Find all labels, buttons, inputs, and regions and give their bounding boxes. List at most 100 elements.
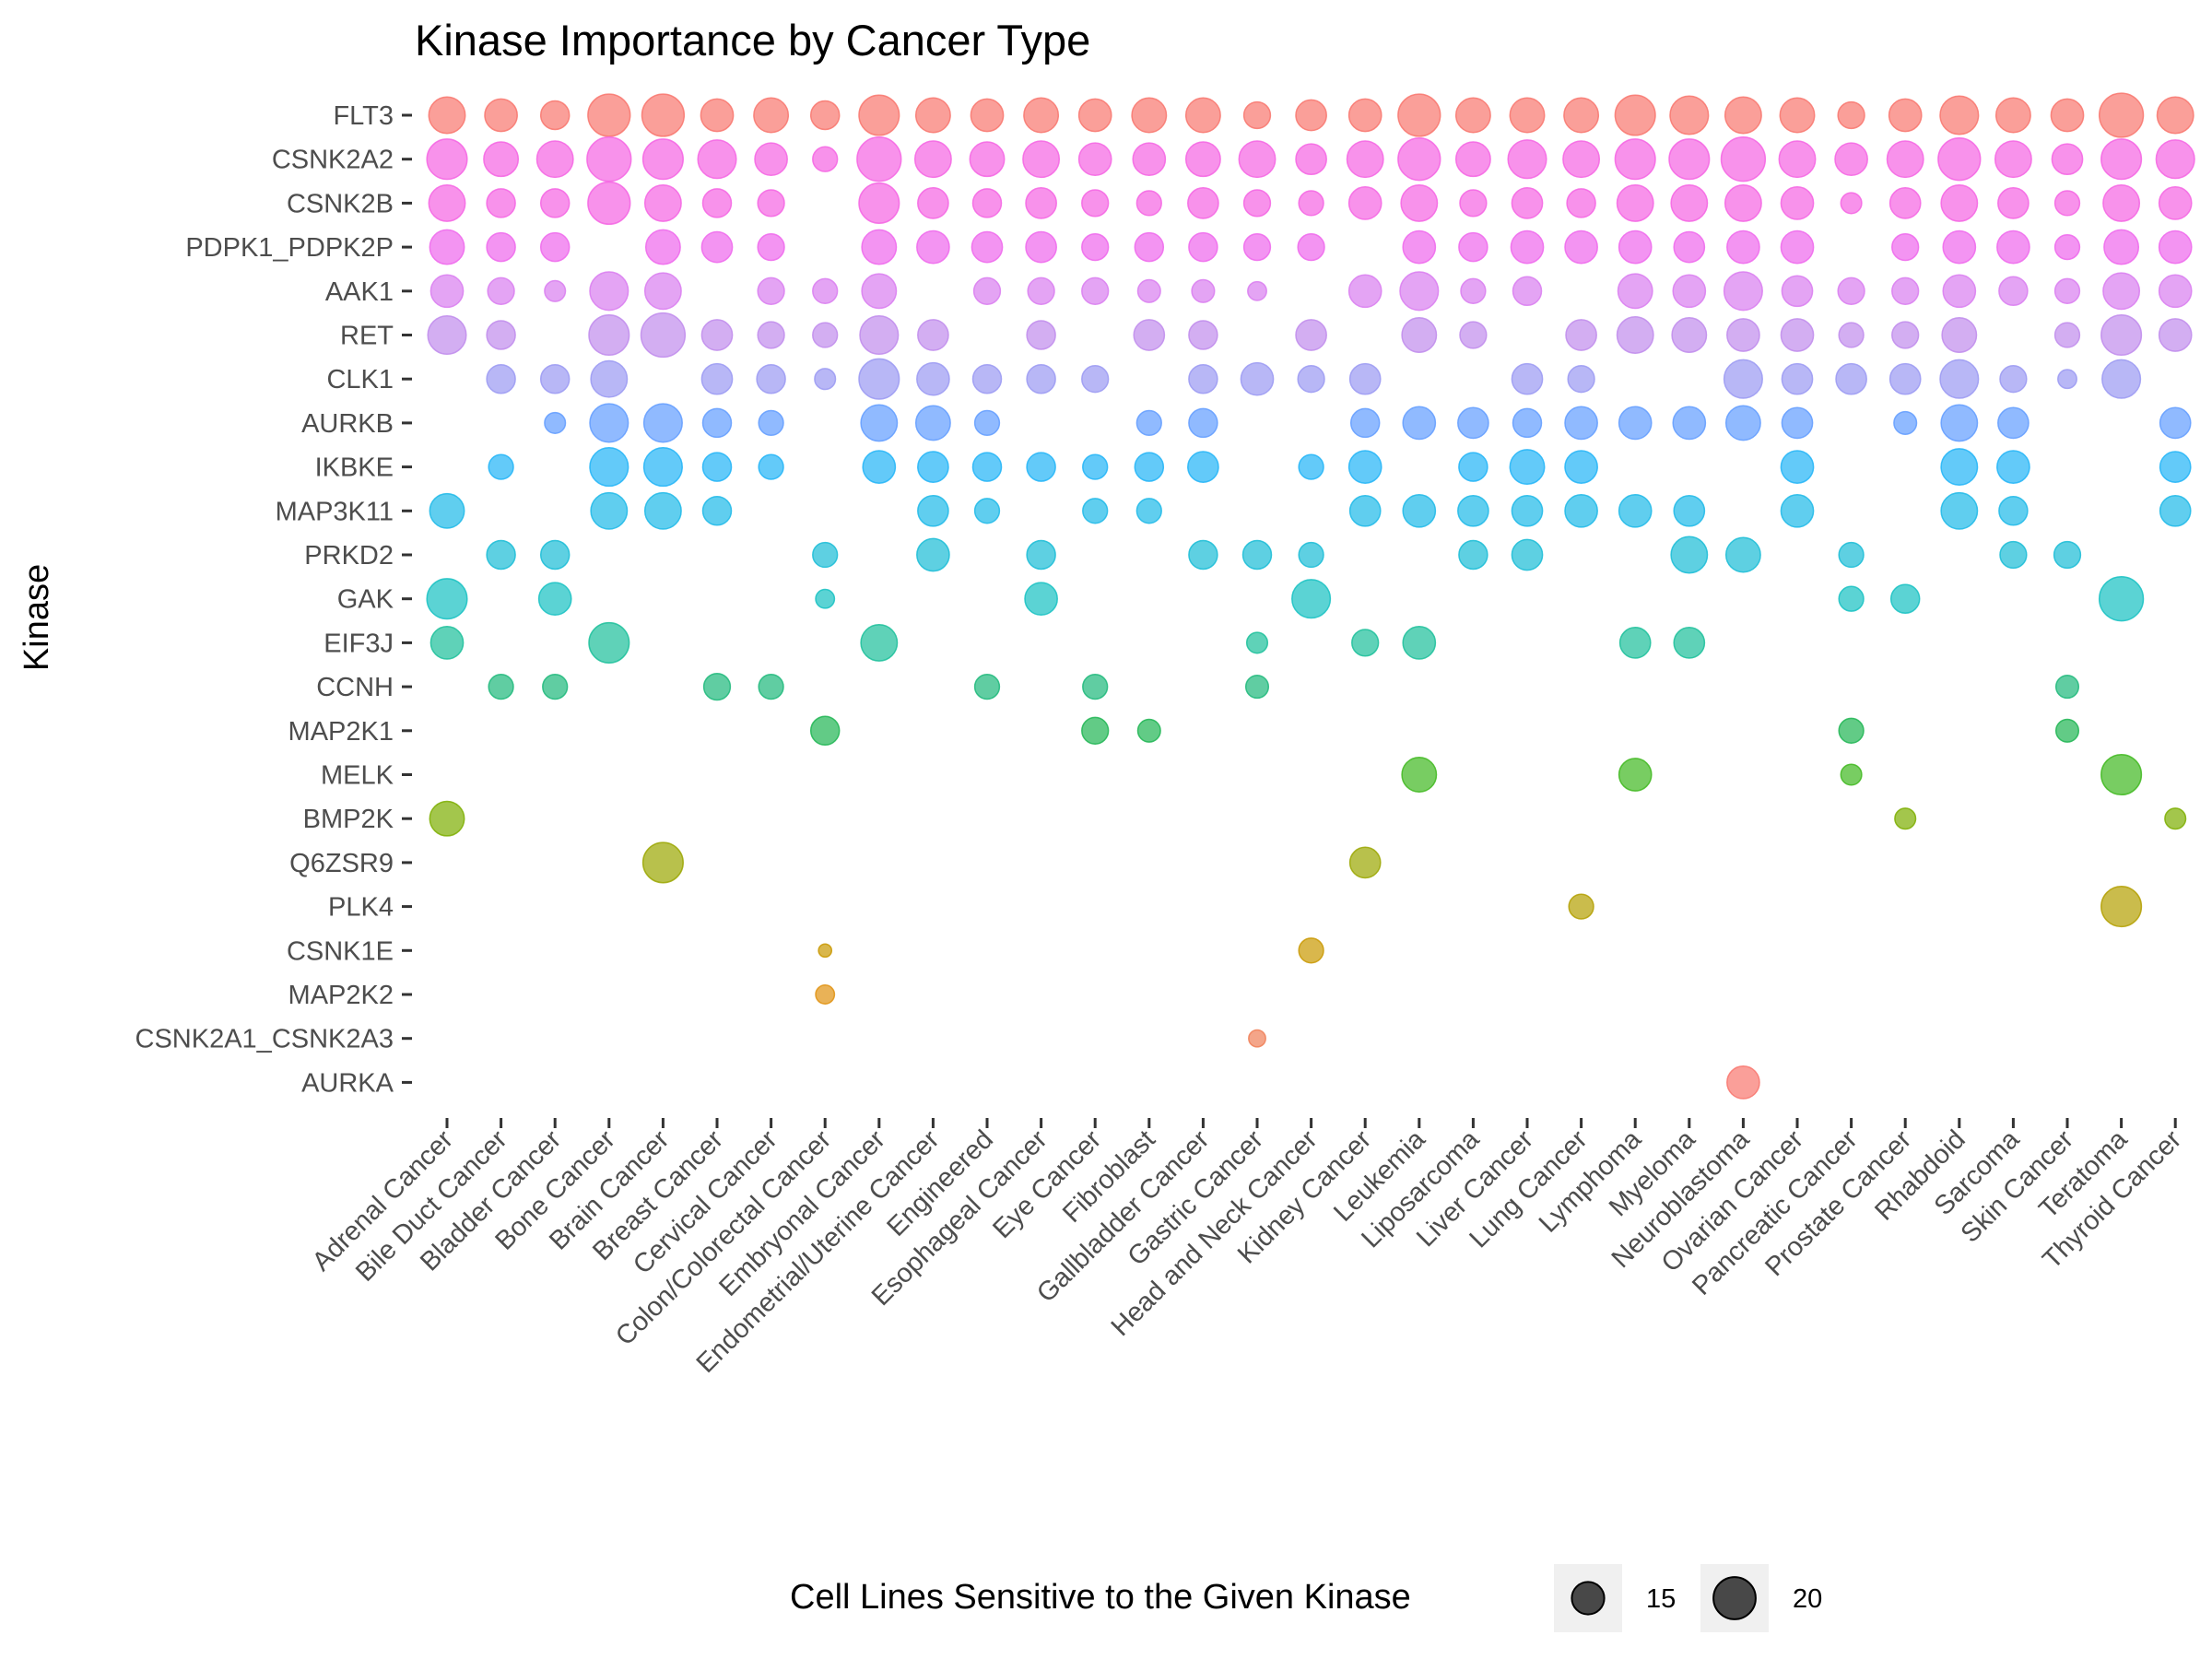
bubble-point bbox=[2159, 406, 2192, 440]
bubble-point bbox=[2101, 359, 2142, 399]
bubble-point bbox=[587, 93, 631, 137]
bubble-point bbox=[1457, 406, 1489, 440]
bubble-point bbox=[1618, 493, 1653, 528]
bubble-point bbox=[1778, 140, 1817, 179]
bubble-point bbox=[2159, 451, 2192, 483]
legend-key-symbol bbox=[1712, 1576, 1757, 1620]
bubble-point bbox=[758, 453, 784, 480]
bubble-point bbox=[1188, 363, 1218, 394]
bubble-point bbox=[1838, 717, 1865, 744]
bubble-point bbox=[427, 314, 467, 356]
bubble-point bbox=[1507, 139, 1547, 180]
bubble-point bbox=[973, 409, 1001, 437]
bubble-point bbox=[757, 276, 785, 305]
bubble-point bbox=[1135, 409, 1162, 437]
bubble-point bbox=[1188, 539, 1218, 571]
bubble-point bbox=[971, 363, 1003, 394]
bubble-point bbox=[1940, 491, 1979, 530]
bubble-point bbox=[1512, 276, 1543, 307]
bubble-point bbox=[1081, 189, 1110, 218]
bubble-point bbox=[1136, 718, 1161, 743]
y-tick-label: MAP3K11 bbox=[276, 497, 394, 526]
bubble-point bbox=[537, 582, 572, 617]
bubble-point bbox=[587, 181, 631, 226]
bubble-point bbox=[1025, 187, 1057, 219]
bubble-point bbox=[1672, 274, 1707, 309]
y-tick-label: CSNK1E bbox=[287, 936, 394, 966]
bubble-point bbox=[1348, 846, 1382, 879]
bubble-point bbox=[1023, 97, 1060, 134]
bubble-point bbox=[1942, 274, 1977, 309]
bubble-point bbox=[1723, 271, 1763, 312]
bubble-point bbox=[1781, 362, 1814, 395]
bubble-point bbox=[2156, 96, 2194, 135]
bubble-point bbox=[1026, 452, 1056, 482]
y-tick-label: IKBKE bbox=[315, 453, 394, 483]
bubble-point bbox=[809, 100, 841, 131]
y-tick-label: AURKA bbox=[301, 1068, 394, 1098]
bubble-point bbox=[1942, 229, 1977, 265]
bubble-point bbox=[1617, 273, 1653, 310]
bubble-point bbox=[1242, 100, 1272, 130]
legend-title: Cell Lines Sensitive to the Given Kinase bbox=[790, 1578, 1411, 1617]
bubble-point bbox=[1998, 276, 2029, 307]
bubble-point bbox=[486, 320, 516, 350]
bubble-point bbox=[1997, 187, 2030, 219]
bubble-point bbox=[812, 322, 839, 348]
bubble-point bbox=[1025, 230, 1057, 264]
y-tick-label: GAK bbox=[337, 585, 394, 615]
bubble-point bbox=[973, 673, 1001, 700]
bubble-point bbox=[486, 188, 516, 218]
bubble-point bbox=[1348, 494, 1382, 527]
bubble-point bbox=[1568, 893, 1594, 920]
bubble-point bbox=[1835, 362, 1867, 395]
bubble-point bbox=[1248, 1029, 1266, 1048]
bubble-point bbox=[1994, 140, 2032, 179]
bubble-point bbox=[2057, 369, 2077, 390]
bubble-point bbox=[1024, 582, 1058, 617]
y-tick-label: BMP2K bbox=[303, 805, 394, 834]
bubble-point bbox=[1780, 493, 1815, 528]
bubble-point bbox=[429, 626, 465, 660]
bubble-point bbox=[1724, 536, 1761, 573]
bubble-point bbox=[700, 98, 735, 133]
bubble-point bbox=[1082, 453, 1109, 480]
y-tick-label: CCNH bbox=[316, 673, 394, 702]
bubble-point bbox=[757, 321, 785, 349]
bubble-point bbox=[429, 229, 465, 265]
bubble-point bbox=[1780, 450, 1815, 484]
bubble-point bbox=[972, 276, 1002, 305]
bubble-point bbox=[916, 229, 950, 265]
bubble-point bbox=[1509, 97, 1546, 134]
bubble-point bbox=[812, 541, 839, 569]
y-tick-label: AURKB bbox=[301, 409, 394, 439]
bubble-point bbox=[1295, 99, 1327, 132]
bubble-point bbox=[1673, 627, 1706, 659]
bubble-point bbox=[700, 230, 734, 264]
bubble-point bbox=[2100, 313, 2143, 357]
bubble-point bbox=[1188, 407, 1218, 439]
bubble-point bbox=[2103, 229, 2140, 265]
y-axis-title: Kinase bbox=[18, 564, 56, 671]
bubble-point bbox=[753, 97, 790, 134]
bubble-point bbox=[858, 94, 900, 136]
bubble-point bbox=[2158, 318, 2193, 352]
bubble-point bbox=[914, 97, 951, 134]
bubble-point bbox=[643, 183, 682, 222]
chart-title: Kinase Importance by Cancer Type bbox=[415, 16, 1090, 65]
bubble-point bbox=[917, 494, 949, 527]
bubble-point bbox=[2158, 229, 2193, 265]
bubble-point bbox=[1081, 276, 1110, 305]
bubble-point bbox=[1298, 541, 1324, 569]
bubble-point bbox=[917, 187, 949, 219]
bubble-point bbox=[1459, 189, 1488, 218]
bubble-point bbox=[815, 984, 836, 1005]
bubble-point bbox=[484, 98, 518, 133]
bubble-point bbox=[1512, 407, 1543, 439]
bubble-point bbox=[539, 539, 571, 571]
bubble-point bbox=[1135, 498, 1162, 524]
bubble-point bbox=[428, 96, 466, 135]
y-tick-label: CSNK2A1_CSNK2A3 bbox=[135, 1025, 394, 1054]
y-tick-label: PRKD2 bbox=[304, 541, 394, 571]
bubble-point bbox=[641, 841, 684, 884]
